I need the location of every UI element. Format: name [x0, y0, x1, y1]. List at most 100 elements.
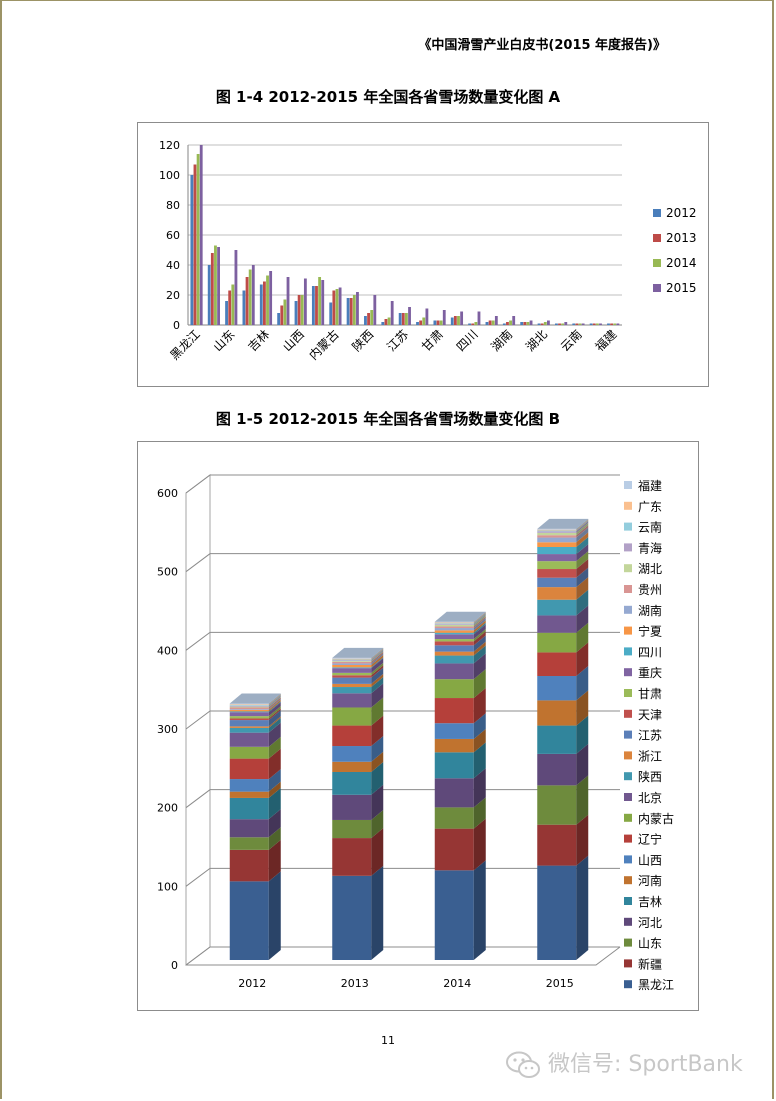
- chart-a-bar: [419, 320, 423, 325]
- chart-b-bar-top: [229, 693, 281, 704]
- chart-a-x-tick: 四川: [454, 327, 481, 354]
- chart-a-bar: [491, 320, 495, 325]
- chart-b-bar-segment: [332, 675, 372, 678]
- chart-a-legend-label: 2014: [666, 256, 697, 270]
- chart-a-legend-swatch: [653, 284, 661, 292]
- chart-b-bar-segment: [332, 661, 372, 664]
- chart-a-x-tick: 湖南: [488, 327, 516, 355]
- chart-b-bar-side: [576, 622, 589, 653]
- chart-b-bar-side: [576, 589, 589, 616]
- chart-b-bar-segment: [537, 700, 577, 726]
- chart-b-bar-side: [371, 784, 384, 820]
- chart-a-bar: [581, 323, 585, 325]
- chart-a-bar: [231, 284, 235, 325]
- chart-a-bar: [251, 265, 255, 325]
- chart-b-bar-side: [268, 699, 281, 710]
- chart-b-bar-side: [371, 651, 384, 664]
- chart-b-bar-side: [473, 631, 486, 646]
- chart-b-bar-side: [371, 667, 384, 684]
- chart-b-legend-label: 陕西: [638, 769, 662, 784]
- chart-b-bar-segment: [229, 779, 269, 792]
- chart-b-legend-swatch: [624, 917, 632, 926]
- chart-b-bar-side: [268, 871, 281, 960]
- chart-b-bar-segment: [229, 718, 269, 721]
- chart-a-bar: [210, 253, 214, 325]
- chart-b-bar-segment: [434, 679, 474, 699]
- chart-a-bar: [543, 322, 547, 325]
- chart-b-bar-side: [371, 648, 384, 660]
- chart-a-bar: [266, 275, 269, 325]
- chart-a-legend-label: 2012: [666, 206, 697, 220]
- chart-b-bar-segment: [229, 849, 269, 882]
- chart-b-bar-top: [434, 611, 486, 622]
- chart-b-gridline: [185, 474, 620, 494]
- chart-a-svg: 0 20 40 60 80 100 120 黑龙江 山东 吉林 山西 内蒙古 陕西 江苏 甘肃 四川 湖南 湖北云…: [159, 139, 697, 363]
- chart-a-bar: [526, 322, 530, 325]
- chart-a-bar: [245, 277, 249, 325]
- chart-b-bar-segment: [229, 720, 269, 727]
- chart-b-legend-label: 山西: [638, 853, 662, 867]
- chart-b-bar-segment: [229, 819, 269, 838]
- chart-a-bar: [442, 310, 446, 325]
- chart-a-bar: [405, 313, 408, 325]
- chart-b-bar-segment: [434, 651, 474, 656]
- chart-b-legend-label: 湖南: [638, 603, 662, 618]
- chart-b-bar-segment: [434, 738, 474, 753]
- chart-b-bar-side: [268, 695, 281, 706]
- chart-a-bar: [485, 322, 489, 325]
- chart-a-bar: [373, 295, 377, 325]
- chart-b-bar-segment: [434, 624, 474, 625]
- chart-b-legend-swatch: [624, 751, 632, 760]
- chart-a-bar: [214, 245, 217, 325]
- chart-b-bar-segment: [332, 838, 372, 876]
- chart-b-bar-side: [268, 708, 281, 721]
- chart-b-bar-segment: [229, 711, 269, 713]
- chart-a-bar: [422, 317, 426, 325]
- chart-b-bar-side: [371, 662, 384, 676]
- chart-b-bar-segment: [229, 881, 269, 960]
- chart-a-bar: [408, 307, 411, 325]
- chart-b-bar-segment: [229, 791, 269, 798]
- chart-b-bar-segment: [229, 837, 269, 850]
- chart-b-bar-side: [473, 624, 486, 640]
- chart-b-bar-side: [576, 525, 589, 538]
- chart-b-bar-side: [268, 716, 281, 728]
- chart-b-bar-side: [473, 635, 486, 652]
- chart-a-bar: [283, 299, 287, 325]
- chart-a-bar: [207, 265, 211, 325]
- chart-a-x-tick: 陕西: [349, 327, 377, 355]
- page-number: 11: [381, 1034, 395, 1047]
- chart-a-bar: [381, 322, 385, 325]
- chart-b-bar-side: [473, 616, 486, 629]
- chart-b-bar-segment: [434, 630, 474, 633]
- chart-b-bar-segment: [537, 577, 577, 588]
- chart-b-bar-side: [576, 775, 589, 825]
- chart-b-bar-side: [371, 673, 384, 688]
- chart-b-legend-swatch: [624, 605, 632, 614]
- chart-a-bar: [425, 308, 429, 325]
- chart-a-bar: [259, 284, 263, 325]
- chart-b-svg: 0 100 200 300 400 500 600 2012 2013 2014 2015 福建广东云…: [157, 474, 674, 992]
- chart-b-bar-side: [576, 814, 589, 866]
- chart-b-legend-label: 内蒙古: [638, 811, 674, 826]
- chart-b-bar-segment: [434, 626, 474, 629]
- chart-b-bar-side: [371, 865, 384, 960]
- chart-a-bar: [512, 316, 516, 325]
- chart-b-bar-side: [268, 694, 281, 706]
- chart-b-bar-segment: [434, 778, 474, 808]
- chart-b-bar-segment: [434, 641, 474, 646]
- chart-a-bar: [558, 323, 561, 325]
- chart-a-bar: [537, 323, 541, 325]
- chart-a-bar: [509, 320, 512, 325]
- chart-b-bar-segment: [229, 706, 269, 708]
- chart-a-bar: [506, 322, 509, 325]
- chart-b-legend-swatch: [624, 689, 632, 697]
- chart-b-bar-segment: [434, 698, 474, 724]
- chart-b-legend-label: 河南: [638, 873, 662, 888]
- chart-b-y-tick: 500: [157, 566, 178, 579]
- chart-b-x-tick: 2012: [238, 977, 266, 990]
- chart-a-bar: [460, 311, 464, 325]
- chart-b-legend-swatch: [624, 709, 632, 718]
- chart-b-bar-side: [473, 620, 486, 633]
- chart-b-bar-segment: [537, 615, 577, 633]
